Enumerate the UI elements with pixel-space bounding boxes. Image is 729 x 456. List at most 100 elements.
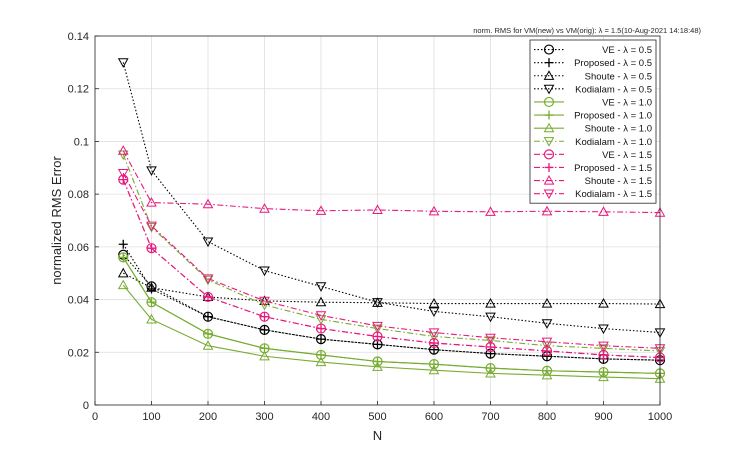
data-point: [117, 168, 129, 179]
legend-label: Shoute - λ = 1.0: [585, 124, 652, 135]
legend-box: [529, 39, 657, 204]
x-tick-label: 900: [594, 411, 612, 423]
data-point: [316, 324, 326, 334]
y-tick-label: 0.12: [68, 84, 89, 96]
data-point: [315, 282, 327, 292]
x-tick-label: 700: [481, 411, 499, 423]
legend-entry: VE - λ = 1.5: [534, 149, 652, 161]
legend-marker: [544, 58, 554, 68]
data-point: [118, 239, 128, 249]
legend-entry: VE - λ = 0.5: [534, 44, 652, 56]
data-point: [202, 340, 214, 350]
series-line: [122, 62, 661, 334]
y-tick-label: 0.08: [68, 189, 89, 201]
series-12: [117, 168, 666, 354]
data-point: [146, 282, 157, 292]
x-tick-label: 200: [199, 411, 217, 423]
data-point: [373, 331, 382, 341]
data-point: [203, 312, 213, 322]
legend-entry: Proposed - λ = 1.5: [534, 163, 652, 174]
data-point: [599, 350, 608, 360]
data-point: [203, 292, 213, 302]
legend-marker: [543, 189, 555, 200]
data-point: [598, 371, 609, 382]
data-point: [146, 197, 157, 207]
data-point: [598, 344, 609, 354]
legend-label: Proposed - λ = 0.5: [574, 58, 652, 69]
y-tick-label: 0: [83, 400, 89, 412]
x-tick-label: 400: [312, 411, 330, 423]
legend-marker: [543, 84, 555, 95]
y-tick-label: 0.04: [68, 295, 89, 307]
data-point: [260, 325, 269, 335]
legend-label: Proposed - λ = 1.5: [574, 163, 652, 174]
legend-label: VE - λ = 1.0: [602, 97, 652, 108]
data-point: [541, 369, 553, 380]
legend-label: Kodialam - λ = 1.0: [575, 137, 652, 148]
legend-label: Shoute - λ = 1.5: [585, 176, 652, 187]
data-point: [146, 221, 157, 232]
data-point: [485, 206, 496, 216]
x-tick-label: 1000: [648, 411, 672, 423]
legend-marker: [543, 44, 555, 55]
data-point: [428, 328, 440, 339]
legend-marker: [543, 175, 555, 185]
data-point: [372, 298, 383, 308]
y-axis-label: normalized RMS Error: [49, 156, 64, 285]
data-point: [541, 205, 553, 216]
legend-entry: Shoute - λ = 1.5: [534, 175, 652, 187]
data-point: [202, 237, 214, 248]
legend-label: Proposed - λ = 1.0: [574, 111, 652, 122]
series-line: [122, 154, 661, 352]
legend-label: VE - λ = 0.5: [602, 45, 652, 56]
data-point: [372, 324, 383, 335]
data-point: [259, 300, 270, 311]
x-tick-label: 500: [368, 411, 386, 423]
legend-entry: VE - λ = 1.0: [534, 96, 652, 108]
legend-entry: Proposed - λ = 1.0: [534, 110, 652, 122]
data-point: [203, 329, 213, 339]
series-10: [118, 175, 665, 363]
data-point: [259, 203, 270, 213]
data-point: [428, 297, 440, 308]
data-point: [428, 205, 440, 216]
data-point: [315, 311, 327, 321]
data-point: [315, 356, 327, 367]
series-line: [122, 254, 661, 361]
y-tick-label: 0.06: [68, 242, 89, 254]
y-tick-label: 0.02: [68, 347, 89, 359]
data-point: [598, 341, 609, 352]
series-7: [117, 279, 666, 383]
x-tick-label: 300: [255, 411, 273, 423]
data-point: [486, 342, 495, 352]
data-point: [202, 274, 214, 285]
data-point: [146, 166, 157, 176]
x-axis-label: N: [373, 428, 382, 443]
data-point: [117, 267, 129, 278]
x-tick-label: 800: [538, 411, 556, 423]
legend-marker: [543, 96, 555, 108]
data-point: [117, 145, 129, 155]
legend-label: Kodialam - λ = 0.5: [575, 84, 652, 95]
data-point: [117, 58, 129, 68]
series-line: [122, 150, 661, 214]
legend-entry: Kodialam - λ = 1.5: [534, 189, 652, 200]
data-point: [428, 364, 440, 375]
x-tick-label: 100: [142, 411, 160, 423]
legend-marker: [544, 162, 554, 172]
data-point: [259, 296, 270, 307]
data-point: [260, 312, 269, 322]
data-point: [372, 361, 383, 371]
legend-entry: Shoute - λ = 1.0: [534, 122, 652, 135]
series-4: [117, 58, 666, 339]
ticks: 0 100 200 300 400 500 600 700 800 900 1000 0 0.02 0.0…: [68, 31, 673, 423]
data-point: [259, 350, 270, 361]
data-point: [598, 324, 609, 335]
x-tick-label: 0: [92, 411, 98, 423]
data-point: [147, 297, 156, 307]
data-point: [372, 321, 383, 332]
data-point: [315, 205, 327, 215]
data-point: [428, 307, 440, 317]
data-point: [202, 198, 214, 209]
legend-marker: [543, 137, 555, 147]
